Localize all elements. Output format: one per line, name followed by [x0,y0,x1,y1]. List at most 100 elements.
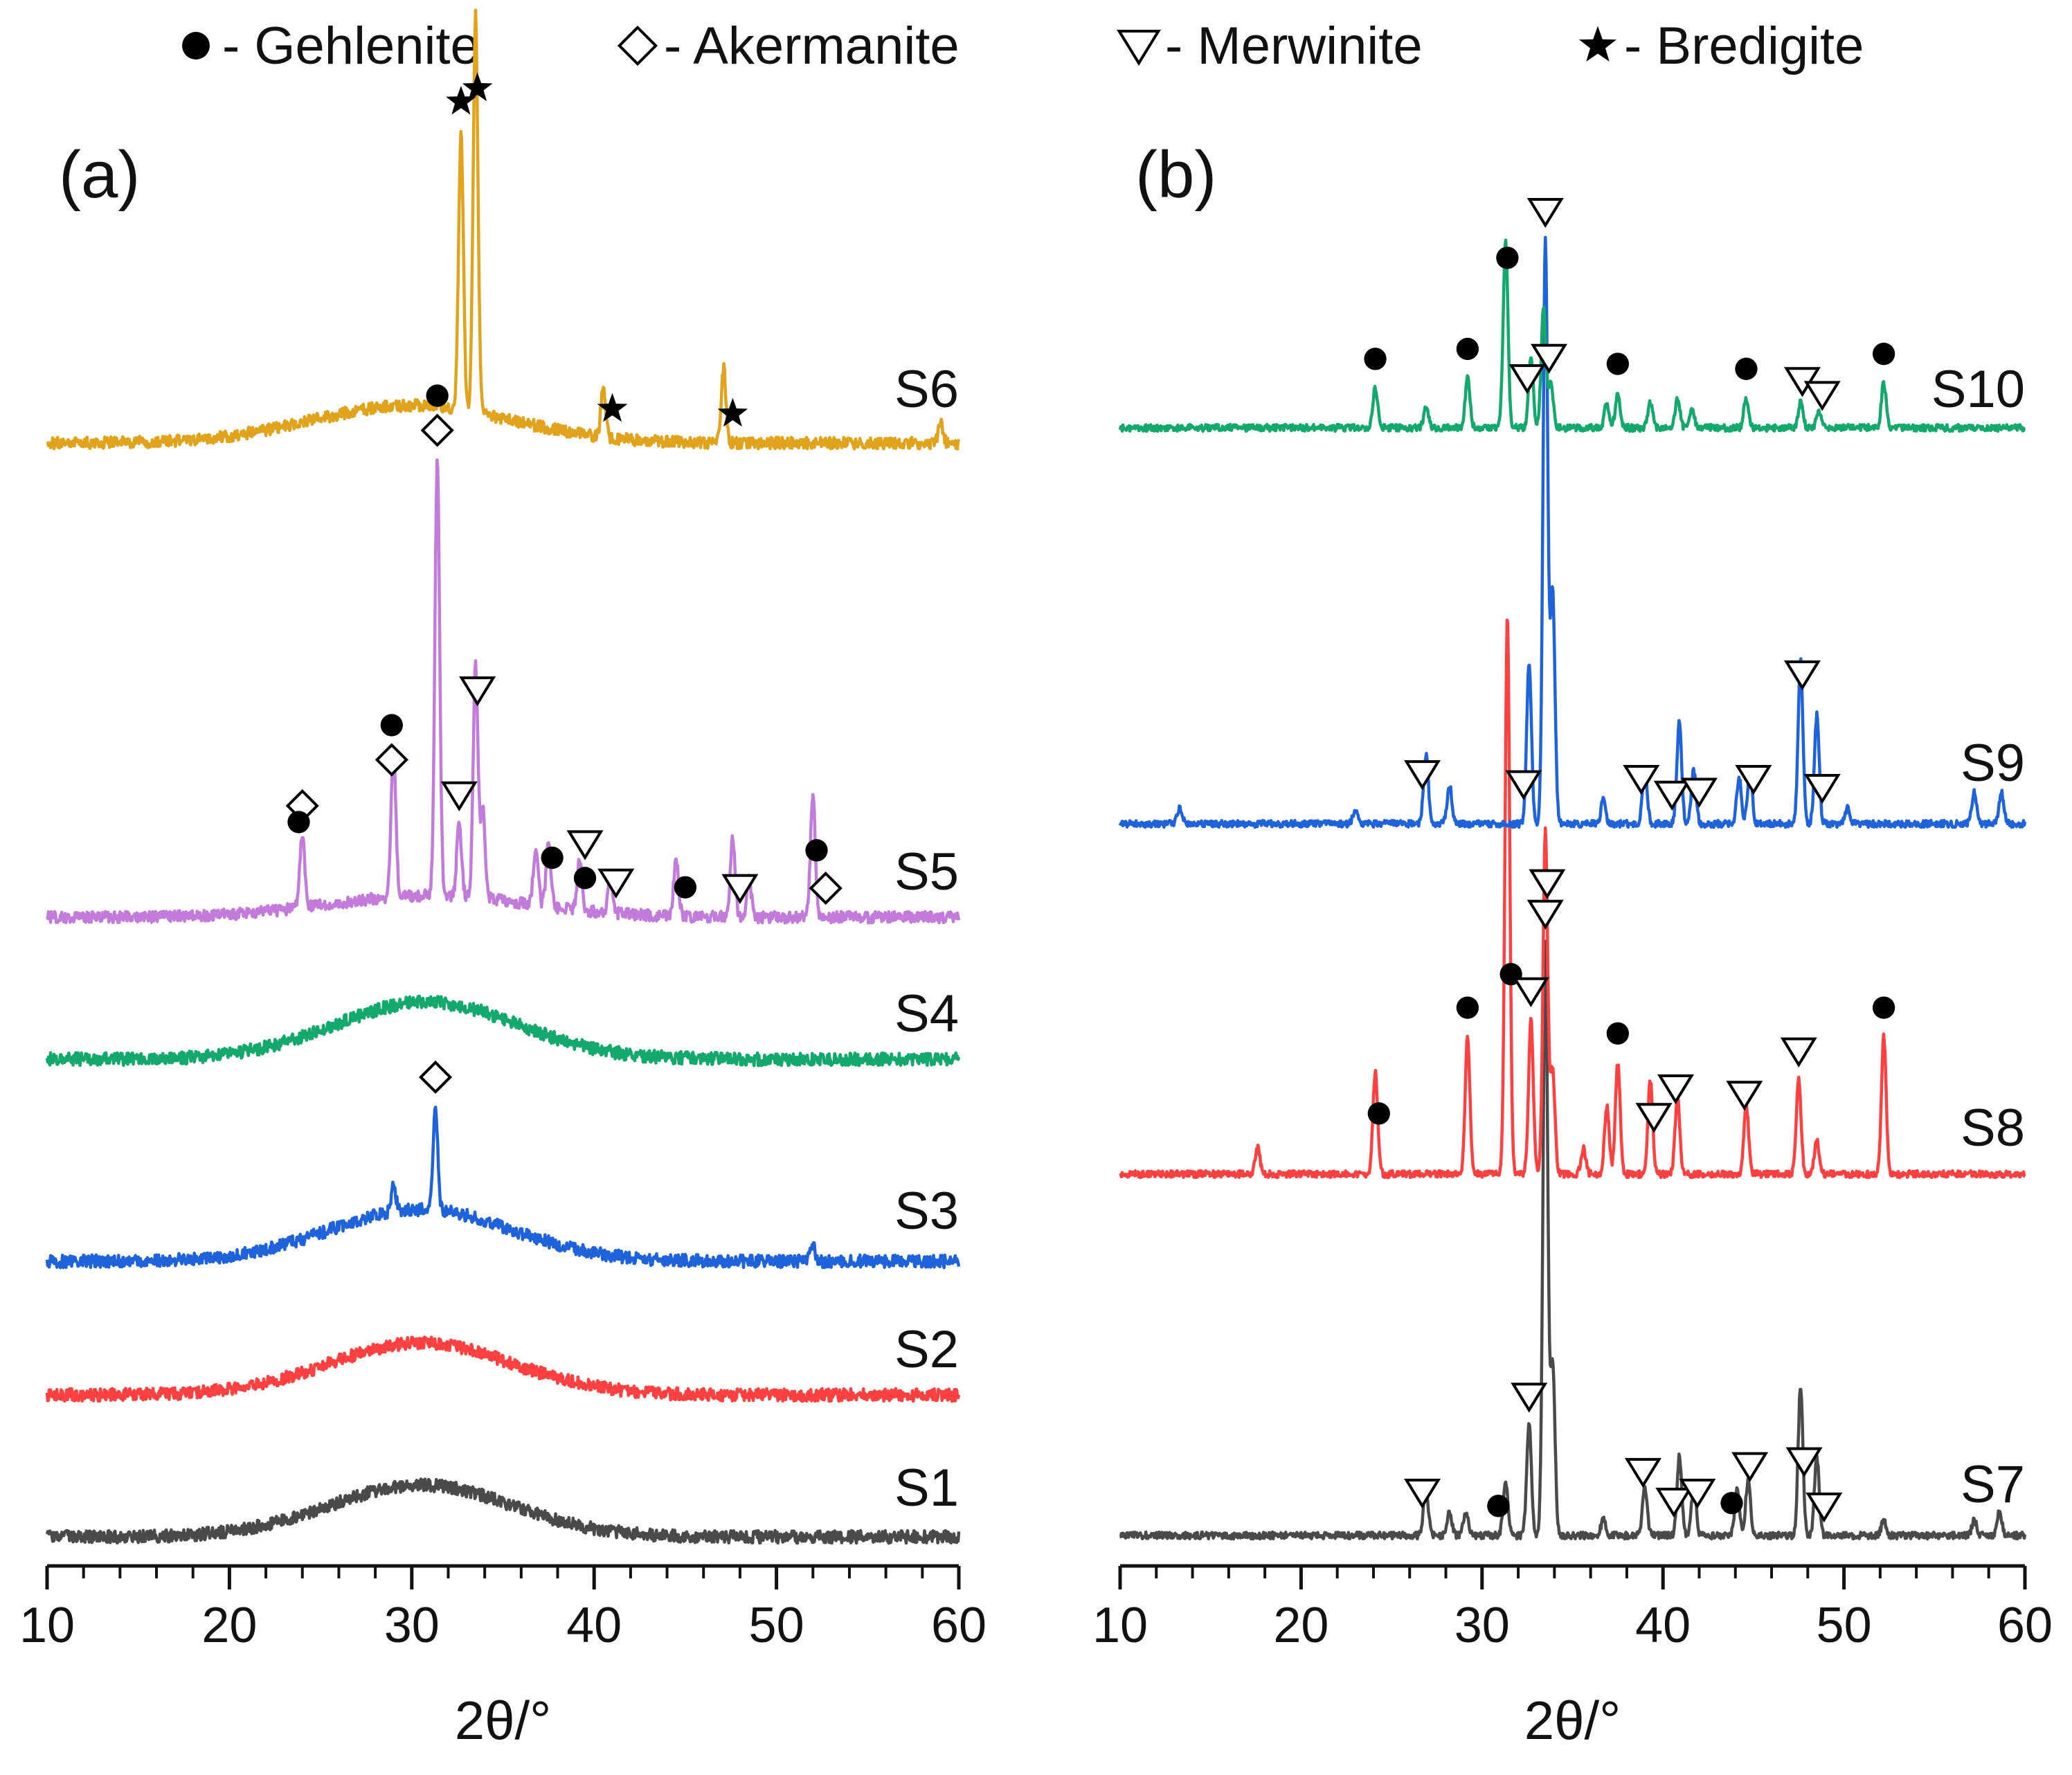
merwinite-marker-icon [1783,660,1821,691]
star-icon [1579,26,1616,62]
merwinite-marker-icon [1731,1452,1769,1482]
merwinite-marker-icon [1680,777,1718,808]
merwinite-marker-icon [1508,364,1546,395]
akermanite-marker-icon [375,743,408,777]
merwinite-marker-icon [1653,780,1691,811]
akermanite-marker-icon [418,1060,453,1094]
trace-s5 [45,458,961,925]
gehlenite-marker-icon [1364,348,1387,370]
gehlenite-marker-icon [1720,1492,1743,1515]
series-label-s1: S1 [894,1459,959,1517]
merwinite-marker-icon [1512,977,1549,1008]
merwinite-marker-icon [1805,1492,1843,1523]
x-tick-label: 40 [1635,1598,1691,1653]
gehlenite-marker-icon [287,811,310,834]
merwinite-marker-icon [1679,1479,1716,1509]
x-tick-label: 40 [566,1598,622,1653]
gehlenite-marker-icon [1487,1495,1510,1517]
legend-entry-triangle: - Merwinite [1117,17,1423,75]
series-label-s10: S10 [1931,360,2025,419]
merwinite-marker-icon [1657,1074,1695,1105]
merwinite-marker-icon [1623,764,1660,795]
x-tick-label: 10 [1092,1598,1148,1653]
merwinite-marker-icon [721,874,759,904]
x-tick-label: 30 [384,1598,440,1653]
gehlenite-marker-icon [426,384,449,407]
series-label-s5: S5 [894,843,959,901]
trace-s8 [1119,618,2026,1180]
gehlenite-marker-icon [805,839,828,862]
merwinite-marker-icon [1526,899,1564,930]
gehlenite-marker-icon [541,846,564,870]
panel-a: (a) 10 20 30 40 50 60 2θ/° S1 S2 S3 S4 S5 S6 [19,8,987,1751]
gehlenite-marker-icon [1606,1022,1630,1045]
merwinite-marker-icon [1785,1447,1823,1477]
series-label-s2: S2 [894,1320,959,1379]
series-label-s8: S8 [1961,1099,2025,1157]
panel-b: (b) 10 20 30 40 50 60 2θ/° S7 S8 S9 S10 [1092,138,2053,1751]
gehlenite-marker-icon [1872,343,1895,366]
merwinite-marker-icon [1780,1037,1817,1067]
gehlenite-marker-icon [1606,352,1630,375]
merwinite-marker-icon [459,676,496,707]
x-tick-label: 60 [1997,1598,2053,1653]
gehlenite-marker-icon [380,714,403,737]
trace-s7 [1119,939,2027,1541]
legend-label: - Bredigite [1624,17,1864,75]
merwinite-marker-icon [1735,764,1772,795]
legend-entry-diamond: - Akermanite [617,17,960,75]
panel-label: (a) [59,138,140,212]
x-tick-label: 20 [1273,1598,1328,1653]
x-axis-label: 2θ/° [1524,1690,1621,1751]
bredigite-marker-icon [446,86,476,115]
merwinite-marker-icon [1530,343,1568,374]
trace-s3 [45,1106,961,1270]
bredigite-marker-icon [717,397,748,427]
gehlenite-marker-icon [1735,357,1758,380]
merwinite-marker-icon [1404,1479,1441,1509]
gehlenite-marker-icon [1872,996,1895,1019]
merwinite-marker-icon [1635,1103,1673,1133]
merwinite-marker-icon [1803,774,1841,804]
bredigite-marker-icon [597,393,628,422]
x-tick-label: 60 [931,1598,987,1653]
legend-entry-star: - Bredigite [1579,17,1864,75]
panel-label: (b) [1135,138,1216,212]
x-tick-label: 50 [1817,1598,1872,1653]
merwinite-marker-icon [1726,1081,1763,1111]
trace-s1 [45,1477,961,1545]
series-label-s9: S9 [1961,734,2025,793]
merwinite-marker-icon [566,830,604,861]
akermanite-marker-icon [809,871,843,905]
merwinite-marker-icon [440,781,478,812]
gehlenite-marker-icon [1367,1102,1390,1125]
x-tick-label: 50 [749,1598,804,1653]
series-label-s6: S6 [894,360,959,419]
series-label-s7: S7 [1961,1455,2025,1514]
merwinite-marker-icon [1803,381,1841,411]
gehlenite-marker-icon [1496,246,1519,269]
merwinite-marker-icon [1529,869,1566,899]
gehlenite-marker-icon [1456,996,1479,1019]
merwinite-marker-icon [1511,1382,1548,1413]
trace-s9 [1118,235,2027,829]
merwinite-marker-icon [1655,1488,1693,1518]
legend-entry-circle: - Gehlenite [182,17,480,75]
legend: - Gehlenite - Akermanite - Merwinite - Bred… [182,17,1864,75]
trace-s2 [45,1335,961,1403]
merwinite-marker-icon [597,868,635,899]
akermanite-marker-icon [420,413,454,447]
merwinite-marker-icon [1404,760,1441,791]
series-label-s3: S3 [894,1182,959,1241]
merwinite-marker-icon [1505,770,1542,800]
merwinite-marker-icon [1526,198,1564,228]
legend-label: - Merwinite [1165,17,1423,75]
series-label-s4: S4 [894,984,959,1043]
gehlenite-marker-icon [573,867,597,890]
triangle-icon [1117,30,1161,66]
x-tick-label: 30 [1454,1598,1510,1653]
x-tick-label: 10 [19,1598,75,1653]
gehlenite-marker-icon [1456,337,1479,361]
legend-label: - Gehlenite [222,17,480,75]
